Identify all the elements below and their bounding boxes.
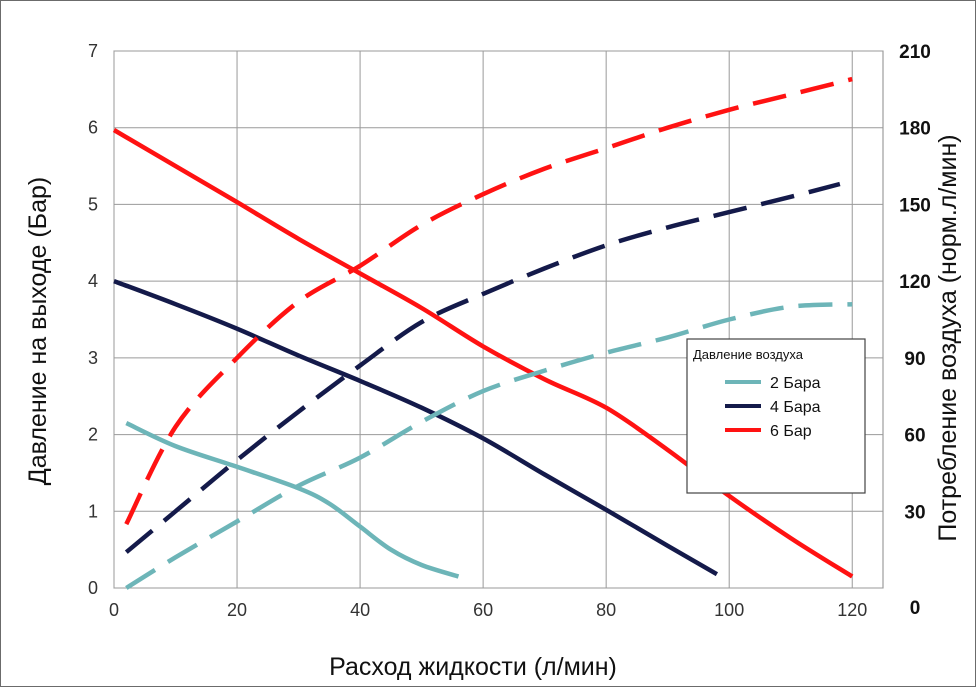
series-line-pressure-2 <box>112 128 854 579</box>
grid <box>113 50 884 589</box>
series-line-air-2 <box>124 76 853 526</box>
right-axis-title: Потребление воздуха (норм.л/мин) <box>934 134 962 541</box>
left-tick-label: 0 <box>88 578 98 598</box>
x-tick-label: 60 <box>473 600 493 620</box>
right-tick-label: 120 <box>899 272 931 293</box>
x-tick-label: 100 <box>714 600 744 620</box>
left-tick-label: 7 <box>88 41 98 61</box>
right-tick-label: 150 <box>899 195 931 216</box>
left-tick-label: 6 <box>88 118 98 138</box>
left-axis-title: Давление на выходе (Бар) <box>24 177 52 485</box>
legend-label: 4 Бара <box>770 399 821 416</box>
series-line-air-1 <box>124 181 841 554</box>
right-tick-label: 180 <box>899 119 931 140</box>
right-tick-label: 0 <box>910 598 921 619</box>
x-tick-label: 120 <box>837 600 867 620</box>
x-axis-ticks: 0 20 40 60 80 100 120 <box>109 600 867 620</box>
series-line-air-0 <box>125 301 853 590</box>
legend-title: Давление воздуха <box>693 347 804 362</box>
series-layer <box>112 76 854 590</box>
legend-label: 2 Бара <box>770 375 821 392</box>
x-tick-label: 40 <box>350 600 370 620</box>
right-tick-label: 210 <box>899 42 931 63</box>
right-tick-label: 60 <box>904 426 925 447</box>
left-tick-label: 5 <box>88 194 98 214</box>
legend-entries: 2 Бара 4 Бара 6 Бар <box>725 375 821 440</box>
plot-area <box>113 50 884 589</box>
left-tick-label: 3 <box>88 348 98 368</box>
x-tick-label: 0 <box>109 600 119 620</box>
left-tick-label: 1 <box>88 501 98 521</box>
right-tick-label: 90 <box>904 349 925 370</box>
right-axis-ticks: 0 30 60 90 120 150 180 210 <box>899 42 931 619</box>
left-tick-label: 4 <box>88 271 98 291</box>
x-tick-label: 80 <box>596 600 616 620</box>
x-axis-title: Расход жидкости (л/мин) <box>329 653 617 681</box>
left-tick-label: 2 <box>88 425 98 445</box>
series-line-pressure-1 <box>113 278 719 577</box>
legend: Давление воздуха 2 Бара 4 Бара 6 Бар <box>686 338 866 494</box>
x-tick-label: 20 <box>227 600 247 620</box>
legend-box <box>686 338 866 494</box>
right-tick-label: 30 <box>904 502 925 523</box>
legend-label: 6 Бар <box>770 423 812 440</box>
left-axis-ticks: 0 1 2 3 4 5 6 7 <box>88 41 98 598</box>
series-line-pressure-0 <box>125 421 460 579</box>
